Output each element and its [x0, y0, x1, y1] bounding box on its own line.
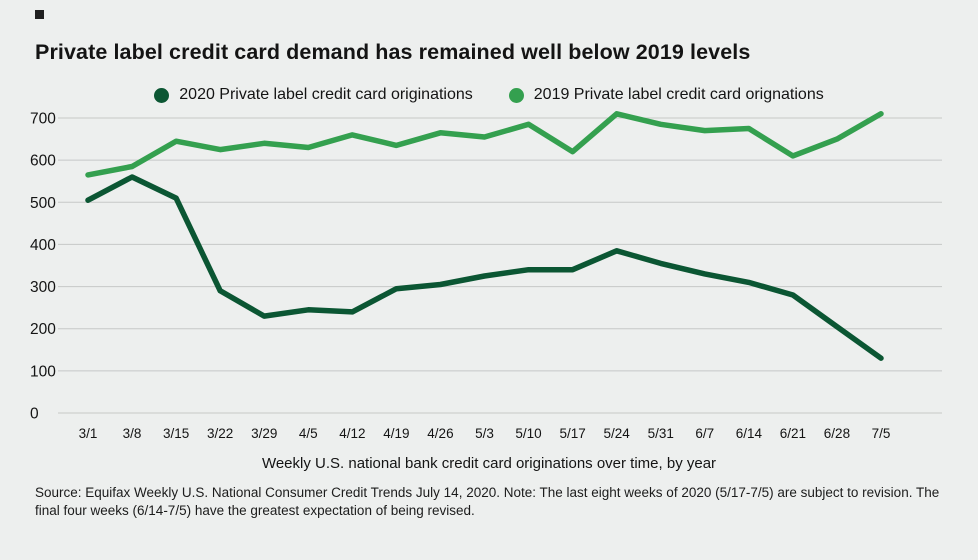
x-tick-label: 5/24 [604, 426, 631, 441]
x-tick-label: 3/8 [123, 426, 142, 441]
x-tick-label: 3/22 [207, 426, 233, 441]
x-tick-label: 5/3 [475, 426, 494, 441]
x-tick-label: 4/5 [299, 426, 318, 441]
y-tick-label: 0 [30, 406, 39, 423]
series-line-2019 [85, 111, 884, 178]
x-tick-label: 3/1 [79, 426, 98, 441]
legend-dot-2019-icon [508, 87, 524, 103]
y-tick-label: 500 [30, 195, 56, 212]
x-tick-label: 4/12 [339, 426, 365, 441]
source-note: Source: Equifax Weekly U.S. National Con… [35, 485, 940, 519]
line-chart: 0 100 200 300 400 500 600 700 3/1 3/8 3/15 3/22 3/29… [30, 111, 942, 441]
x-tick-label: 6/21 [780, 426, 806, 441]
y-tick-label: 200 [30, 321, 56, 338]
x-tick-label: 5/17 [559, 426, 585, 441]
x-tick-label: 5/31 [648, 426, 674, 441]
y-tick-label: 400 [30, 237, 56, 254]
chart-legend: 2020 Private label credit card originati… [0, 86, 978, 104]
x-tick-label: 7/5 [872, 426, 891, 441]
chart-area: 0 100 200 300 400 500 600 700 3/1 3/8 3/15 3/22 3/29… [0, 108, 978, 455]
legend-dot-2020-icon [154, 87, 170, 103]
logo-mark [35, 10, 44, 19]
x-tick-label: 4/26 [427, 426, 453, 441]
x-tick-label: 4/19 [383, 426, 409, 441]
x-tick-label: 3/29 [251, 426, 277, 441]
x-tick-label: 6/14 [736, 426, 763, 441]
y-tick-label: 100 [30, 363, 56, 380]
y-tick-label: 600 [30, 153, 56, 170]
x-tick-label: 6/28 [824, 426, 850, 441]
series-line-2020 [85, 174, 884, 361]
y-tick-label: 700 [30, 111, 56, 128]
legend-item-2020: 2020 Private label credit card originati… [154, 86, 473, 104]
x-tick-label: 3/15 [163, 426, 189, 441]
legend-item-2019: 2019 Private label credit card orignatio… [508, 86, 824, 104]
legend-label-2020: 2020 Private label credit card originati… [179, 86, 473, 103]
y-tick-label: 300 [30, 279, 56, 296]
page-title: Private label credit card demand has rem… [35, 40, 751, 64]
x-tick-label: 6/7 [695, 426, 714, 441]
legend-label-2019: 2019 Private label credit card orignatio… [533, 86, 824, 103]
x-tick-label: 5/10 [515, 426, 541, 441]
x-axis-caption: Weekly U.S. national bank credit card or… [261, 455, 717, 472]
